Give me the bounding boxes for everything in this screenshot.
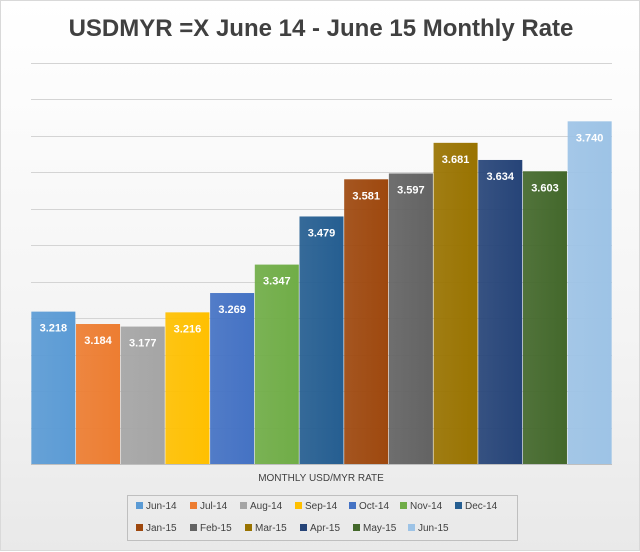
- chart-title: USDMYR =X June 14 - June 15 Monthly Rate: [68, 15, 574, 42]
- bar-Jun-15: [567, 121, 612, 464]
- bar-Jul-14: [76, 324, 121, 464]
- data-label-Dec-14: 3.479: [308, 227, 336, 239]
- data-label-Jun-15: 3.740: [576, 132, 604, 144]
- bar-Dec-14: [299, 216, 344, 464]
- legend-swatch-Jul-14: [190, 502, 197, 509]
- legend-label-Jul-14: Jul-14: [200, 501, 228, 512]
- legend-label-Nov-14: Nov-14: [410, 501, 443, 512]
- bar-Oct-14: [210, 293, 255, 464]
- legend-label-May-15: May-15: [363, 523, 397, 534]
- data-label-Jan-15: 3.581: [352, 190, 380, 202]
- bar-Jan-15: [344, 179, 389, 465]
- bar-Nov-14: [254, 264, 299, 464]
- data-label-Jul-14: 3.184: [84, 335, 112, 347]
- legend: [127, 495, 518, 541]
- legend-swatch-Sep-14: [295, 502, 302, 509]
- legend-swatch-Nov-14: [400, 502, 407, 509]
- legend-swatch-Feb-15: [190, 524, 197, 531]
- data-label-Mar-15: 3.681: [442, 154, 470, 166]
- legend-label-Jun-14: Jun-14: [146, 501, 177, 512]
- legend-swatch-Aug-14: [240, 502, 247, 509]
- legend-swatch-Oct-14: [349, 502, 356, 509]
- data-label-Nov-14: 3.347: [263, 276, 291, 288]
- legend-swatch-May-15: [353, 524, 360, 531]
- legend-swatch-Jun-14: [136, 502, 143, 509]
- bar-Sep-14: [165, 312, 210, 464]
- legend-swatch-Apr-15: [300, 524, 307, 531]
- legend-label-Apr-15: Apr-15: [310, 523, 340, 534]
- legend-swatch-Jun-15: [408, 524, 415, 531]
- legend-label-Dec-14: Dec-14: [465, 501, 498, 512]
- legend-label-Aug-14: Aug-14: [250, 501, 283, 512]
- bar-Aug-14: [120, 326, 165, 464]
- data-label-May-15: 3.603: [531, 182, 559, 194]
- bar-Jun-14: [31, 311, 76, 464]
- bar-Mar-15: [433, 142, 478, 464]
- legend-label-Mar-15: Mar-15: [255, 523, 287, 534]
- x-axis-title: MONTHLY USD/MYR RATE: [258, 473, 384, 484]
- bar-May-15: [522, 171, 567, 464]
- data-label-Apr-15: 3.634: [487, 171, 515, 183]
- legend-label-Feb-15: Feb-15: [200, 523, 232, 534]
- bar-Apr-15: [478, 159, 523, 464]
- legend-label-Jun-15: Jun-15: [418, 523, 449, 534]
- data-label-Aug-14: 3.177: [129, 338, 157, 350]
- bar-Feb-15: [388, 173, 433, 464]
- legend-swatch-Jan-15: [136, 524, 143, 531]
- data-label-Oct-14: 3.269: [218, 304, 246, 316]
- legend-swatch-Dec-14: [455, 502, 462, 509]
- legend-label-Jan-15: Jan-15: [146, 523, 177, 534]
- legend-swatch-Mar-15: [245, 524, 252, 531]
- data-label-Feb-15: 3.597: [397, 184, 425, 196]
- legend-label-Sep-14: Sep-14: [305, 501, 338, 512]
- data-label-Sep-14: 3.216: [174, 323, 202, 335]
- legend-label-Oct-14: Oct-14: [359, 501, 389, 512]
- data-label-Jun-14: 3.218: [40, 323, 68, 335]
